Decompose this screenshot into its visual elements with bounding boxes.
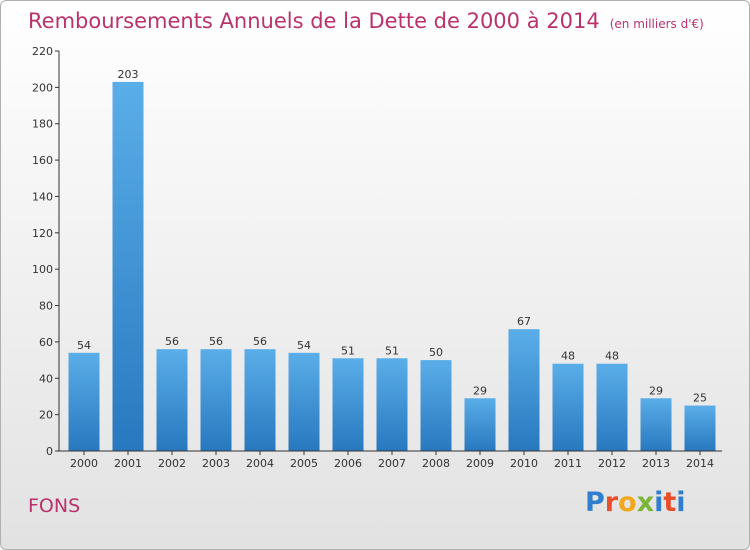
bar-2014 xyxy=(684,405,716,451)
data-label-2009: 29 xyxy=(473,384,487,397)
x-tick-label-2004: 2004 xyxy=(246,457,274,470)
x-tick-label-2000: 2000 xyxy=(70,457,98,470)
bar-2000 xyxy=(68,352,100,451)
bar-2003 xyxy=(200,349,232,451)
x-tick-label-2009: 2009 xyxy=(466,457,494,470)
bar-2011 xyxy=(552,363,584,451)
y-tick-label: 140 xyxy=(32,190,53,203)
x-tick-label-2010: 2010 xyxy=(510,457,538,470)
x-tick-label-2013: 2013 xyxy=(642,457,670,470)
title-row: Remboursements Annuels de la Dette de 20… xyxy=(28,9,704,33)
y-tick-label: 100 xyxy=(32,263,53,276)
data-label-2001: 203 xyxy=(118,68,139,81)
y-tick-label: 20 xyxy=(39,409,53,422)
x-tick-label-2011: 2011 xyxy=(554,457,582,470)
x-tick-label-2006: 2006 xyxy=(334,457,362,470)
y-tick-label: 80 xyxy=(39,300,53,313)
y-tick-label: 180 xyxy=(32,118,53,131)
x-tick-label-2003: 2003 xyxy=(202,457,230,470)
bar-2008 xyxy=(420,360,452,451)
data-label-2000: 54 xyxy=(77,339,91,352)
bar-2012 xyxy=(596,363,628,451)
x-tick-label-2001: 2001 xyxy=(114,457,142,470)
bar-2007 xyxy=(376,358,408,451)
chart-subtitle: (en milliers d'€) xyxy=(609,17,704,31)
data-label-2002: 56 xyxy=(165,335,179,348)
bar-2001 xyxy=(112,81,144,451)
bar-2004 xyxy=(244,349,276,451)
data-label-2004: 56 xyxy=(253,335,267,348)
bar-2006 xyxy=(332,358,364,451)
data-label-2008: 50 xyxy=(429,346,443,359)
bar-2013 xyxy=(640,398,672,451)
bar-2010 xyxy=(508,329,540,451)
y-tick-label: 220 xyxy=(32,45,53,58)
bars: 54 203 56 56 56 54 51 51 50 29 67 48 48 29 25 xyxy=(68,68,716,451)
x-tick-label-2014: 2014 xyxy=(686,457,714,470)
data-label-2013: 29 xyxy=(649,384,663,397)
x-tick-label-2012: 2012 xyxy=(598,457,626,470)
data-label-2011: 48 xyxy=(561,350,575,363)
chart-title: Remboursements Annuels de la Dette de 20… xyxy=(28,9,600,33)
x-axis: 2000 2001 2002 2003 2004 2005 2006 2007 2008 2009… xyxy=(59,450,722,470)
x-tick-label-2007: 2007 xyxy=(378,457,406,470)
y-tick-label: 0 xyxy=(46,445,53,458)
data-label-2006: 51 xyxy=(341,344,355,357)
data-label-2007: 51 xyxy=(385,344,399,357)
x-tick-label-2002: 2002 xyxy=(158,457,186,470)
data-label-2014: 25 xyxy=(693,392,707,405)
data-label-2005: 54 xyxy=(297,339,311,352)
y-tick-label: 200 xyxy=(32,81,53,94)
y-tick-label: 60 xyxy=(39,336,53,349)
place-name: FONS xyxy=(28,495,81,517)
x-tick-label-2008: 2008 xyxy=(422,457,450,470)
data-label-2003: 56 xyxy=(209,335,223,348)
y-tick-label: 160 xyxy=(32,154,53,167)
x-tick-label-2005: 2005 xyxy=(290,457,318,470)
bar-2002 xyxy=(156,349,188,451)
data-label-2010: 67 xyxy=(517,315,531,328)
y-axis: 0 20 40 60 80 100 120 140 160 180 200 220 xyxy=(32,45,60,458)
y-tick-label: 120 xyxy=(32,227,53,240)
data-label-2012: 48 xyxy=(605,350,619,363)
proxiti-logo: Proxiti xyxy=(585,487,686,518)
bar-2009 xyxy=(464,398,496,451)
bar-2005 xyxy=(288,352,320,451)
y-tick-label: 40 xyxy=(39,372,53,385)
